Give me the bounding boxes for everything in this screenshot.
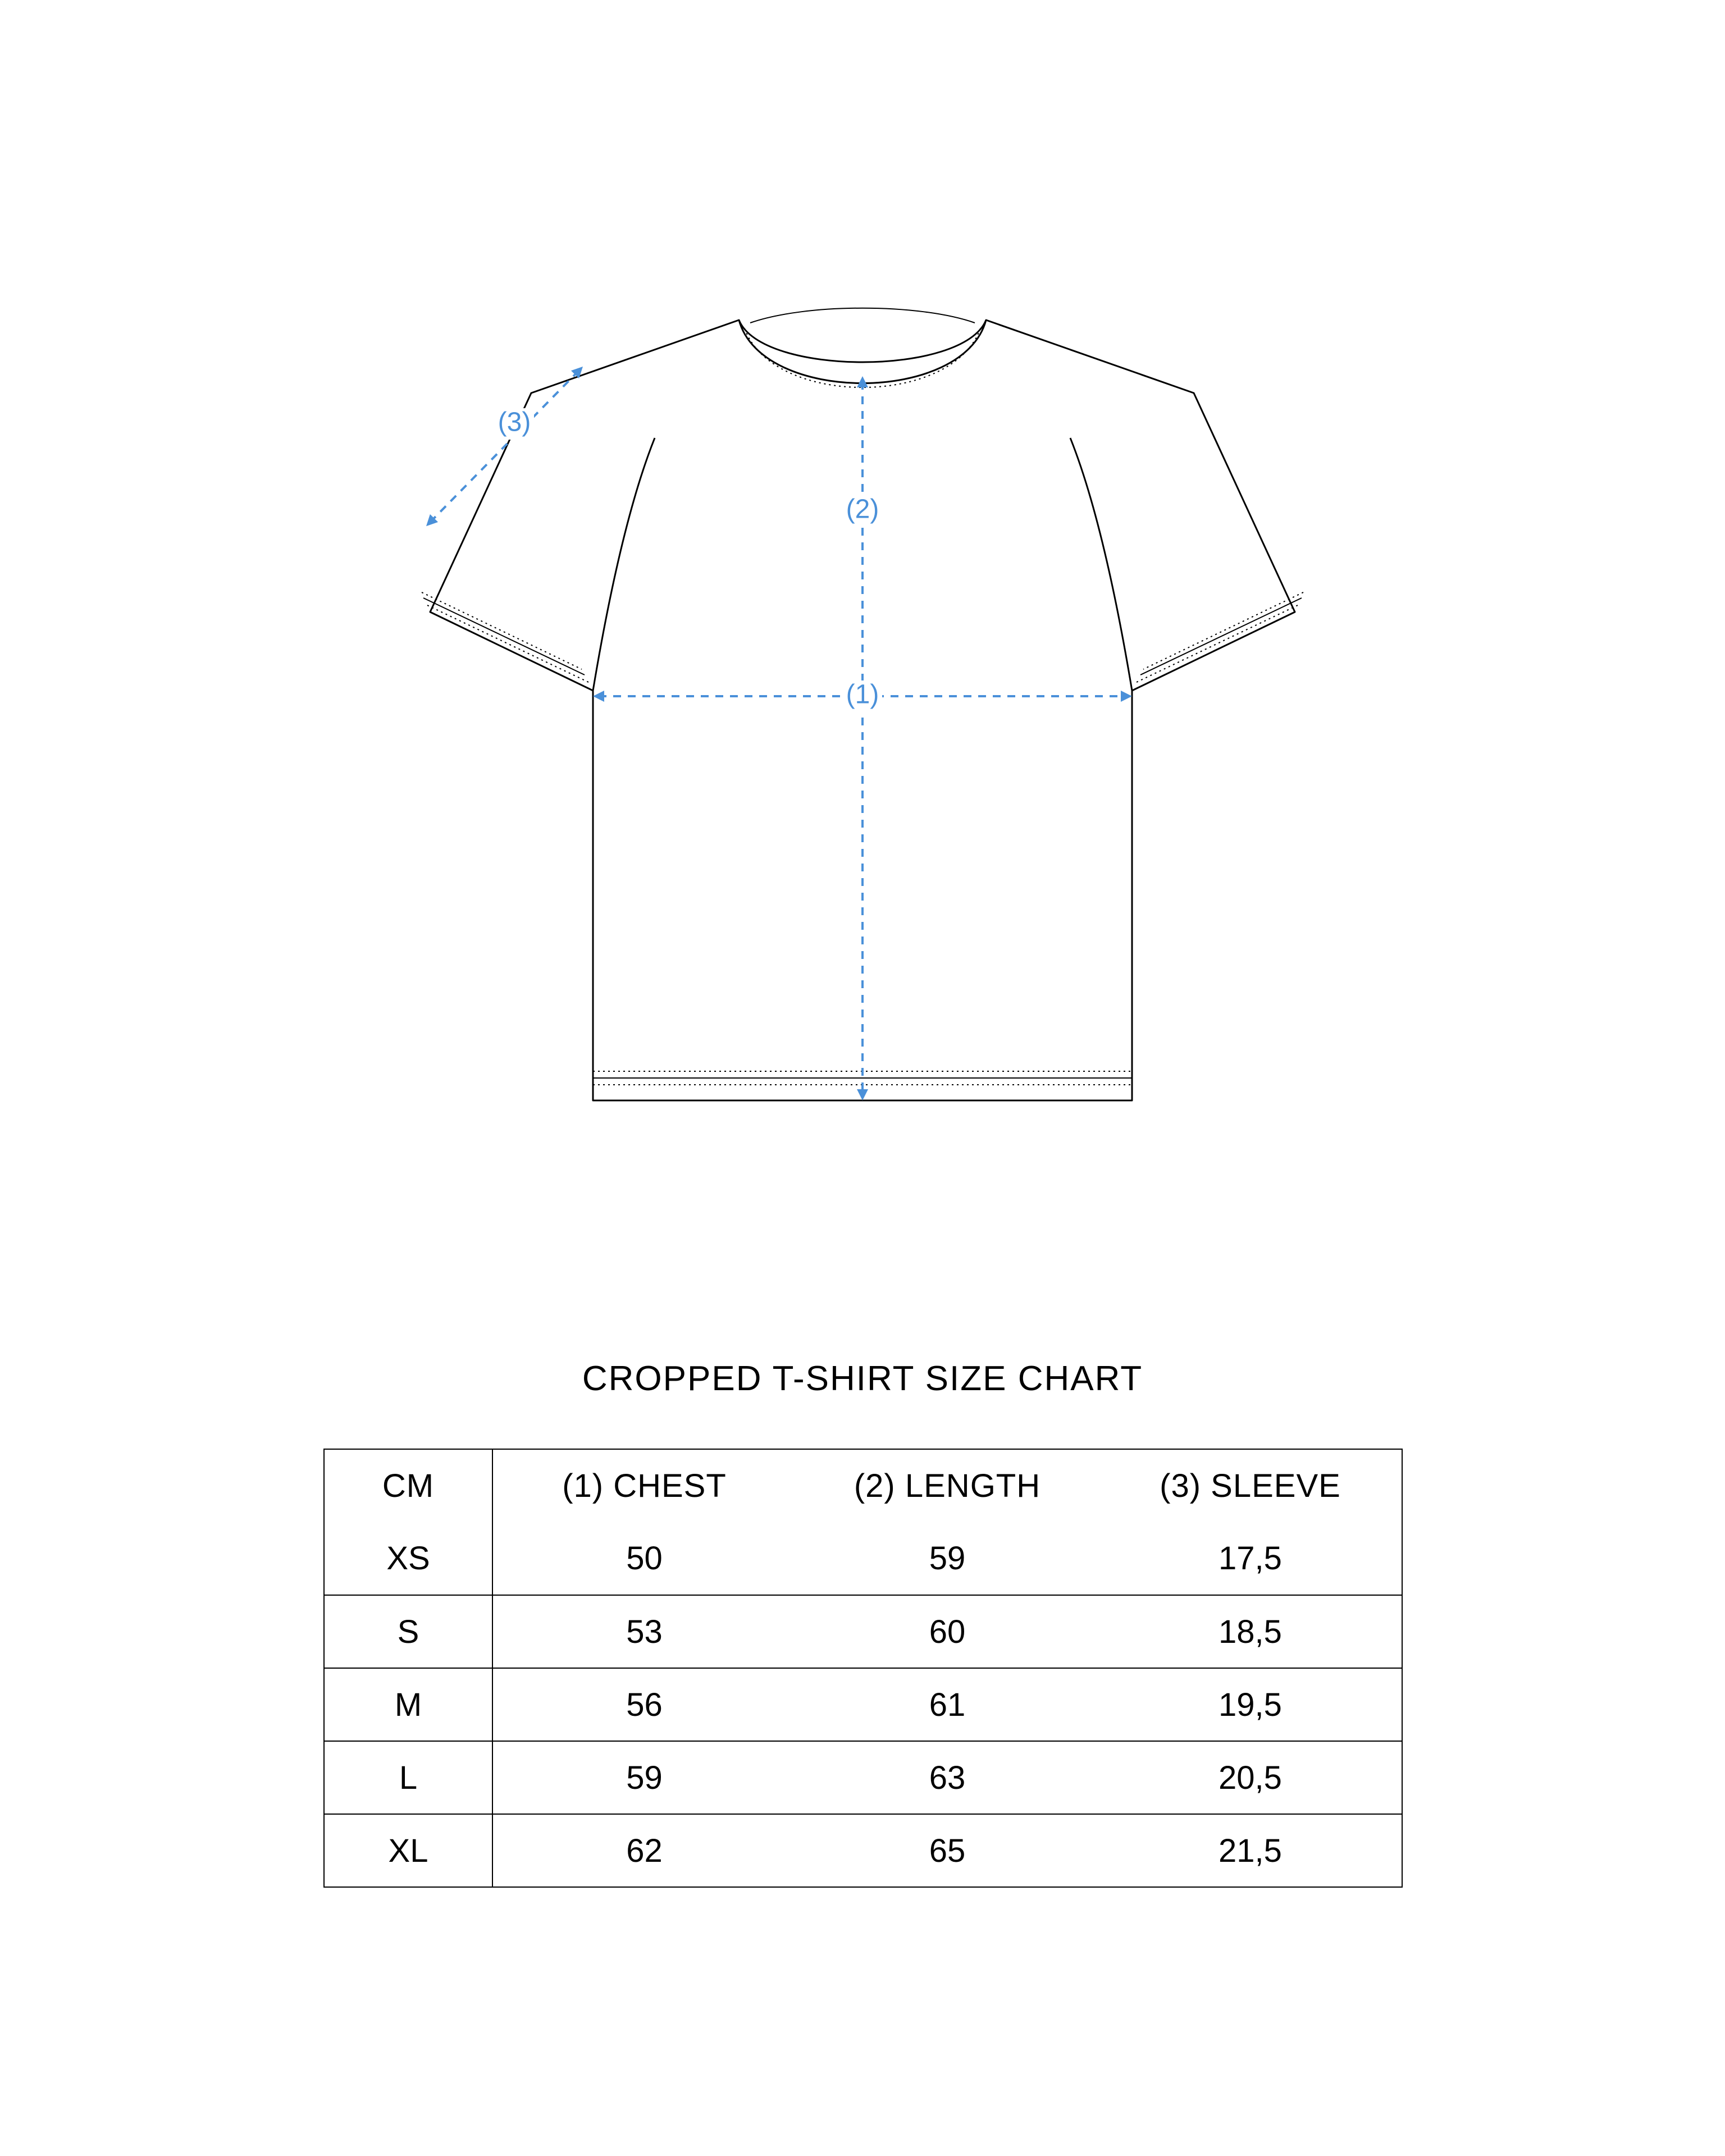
size-chart-page: (1)(2)(3) CROPPED T-SHIRT SIZE CHART CM(… (0, 0, 1725, 2156)
table-row: XS505917,5 (324, 1522, 1402, 1595)
table-cell: 53 (492, 1595, 796, 1668)
table-cell: M (324, 1668, 492, 1741)
table-cell: 17,5 (1099, 1522, 1402, 1595)
table-cell: 60 (796, 1595, 1099, 1668)
table-cell: S (324, 1595, 492, 1668)
table-cell: XS (324, 1522, 492, 1595)
table-cell: 63 (796, 1741, 1099, 1814)
table-header-row: CM(1) CHEST(2) LENGTH(3) SLEEVE (324, 1449, 1402, 1522)
table-header-cell: CM (324, 1449, 492, 1522)
table-header-cell: (3) SLEEVE (1099, 1449, 1402, 1522)
table-cell: 59 (492, 1741, 796, 1814)
svg-text:(3): (3) (498, 408, 531, 437)
table-cell: 18,5 (1099, 1595, 1402, 1668)
table-cell: XL (324, 1814, 492, 1887)
table-header-cell: (1) CHEST (492, 1449, 796, 1522)
table-cell: 21,5 (1099, 1814, 1402, 1887)
tshirt-diagram: (1) (2) (3) (357, 298, 1368, 1140)
table-cell: 65 (796, 1814, 1099, 1887)
svg-text:(1): (1) (846, 680, 879, 710)
svg-text:(2): (2) (846, 495, 879, 524)
table-cell: 56 (492, 1668, 796, 1741)
table-cell: 19,5 (1099, 1668, 1402, 1741)
size-table: CM(1) CHEST(2) LENGTH(3) SLEEVE XS505917… (323, 1449, 1403, 1888)
table-cell: 20,5 (1099, 1741, 1402, 1814)
table-row: L596320,5 (324, 1741, 1402, 1814)
size-table-head: CM(1) CHEST(2) LENGTH(3) SLEEVE (324, 1449, 1402, 1522)
table-cell: 59 (796, 1522, 1099, 1595)
size-table-body: XS505917,5S536018,5M566119,5L596320,5XL6… (324, 1522, 1402, 1887)
table-row: XL626521,5 (324, 1814, 1402, 1887)
table-row: M566119,5 (324, 1668, 1402, 1741)
table-cell: L (324, 1741, 492, 1814)
table-row: S536018,5 (324, 1595, 1402, 1668)
table-header-cell: (2) LENGTH (796, 1449, 1099, 1522)
table-cell: 62 (492, 1814, 796, 1887)
table-cell: 61 (796, 1668, 1099, 1741)
chart-title: CROPPED T-SHIRT SIZE CHART (0, 1359, 1725, 1399)
size-table-wrap: CM(1) CHEST(2) LENGTH(3) SLEEVE XS505917… (323, 1449, 1402, 1888)
table-cell: 50 (492, 1522, 796, 1595)
